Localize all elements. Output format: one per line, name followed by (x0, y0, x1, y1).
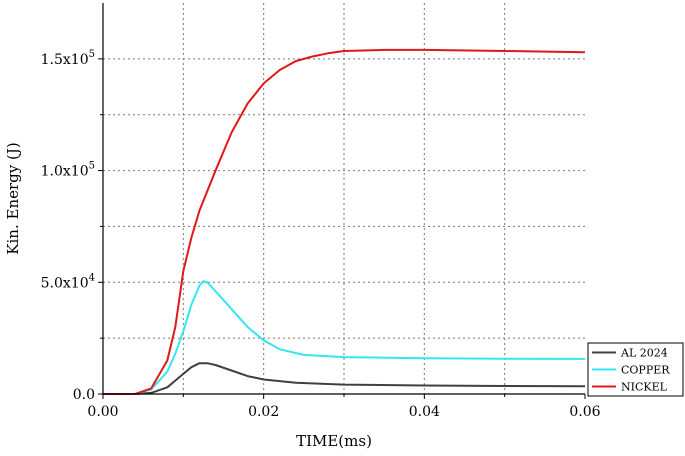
legend-label: AL 2024 (620, 347, 668, 360)
y-tick-label: 5.0x104 (41, 272, 95, 291)
y-tick-label: 1.0x105 (41, 161, 95, 180)
series-line-nickel (103, 48, 586, 395)
x-tick-label: 0.02 (248, 404, 279, 420)
series-line-al-2024 (103, 362, 586, 395)
legend-label: NICKEL (621, 381, 668, 394)
x-tick-label: 0.06 (569, 404, 600, 420)
x-tick-label: 0.00 (87, 404, 118, 420)
series-line-copper (103, 280, 586, 395)
x-axis-label: TIME(ms) (296, 432, 372, 450)
y-tick-label: 1.5x105 (41, 49, 95, 68)
x-tick-label: 0.04 (409, 404, 440, 420)
legend-label: COPPER (621, 364, 670, 377)
y-axis-label: Kin. Energy (J) (4, 142, 22, 254)
y-tick-label: 0.0 (73, 387, 95, 403)
